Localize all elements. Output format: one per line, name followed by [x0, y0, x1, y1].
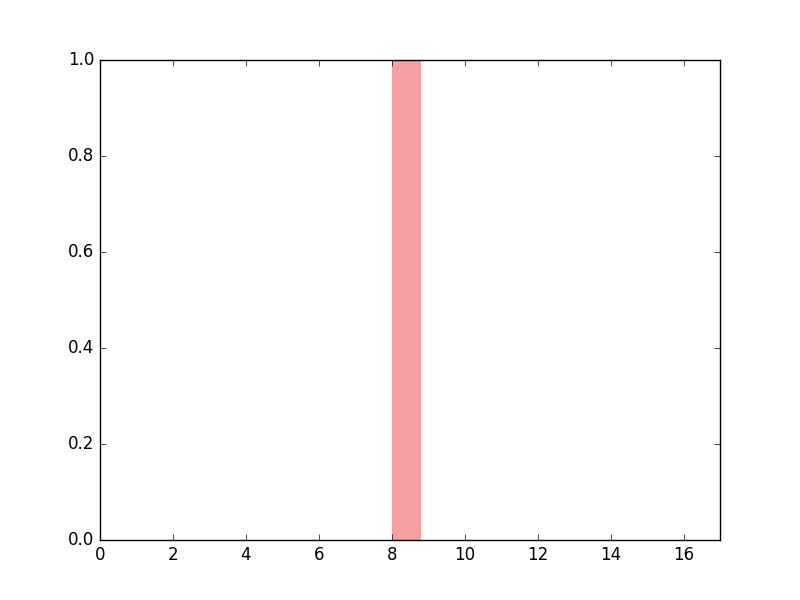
Bar — [392, 60, 421, 540]
